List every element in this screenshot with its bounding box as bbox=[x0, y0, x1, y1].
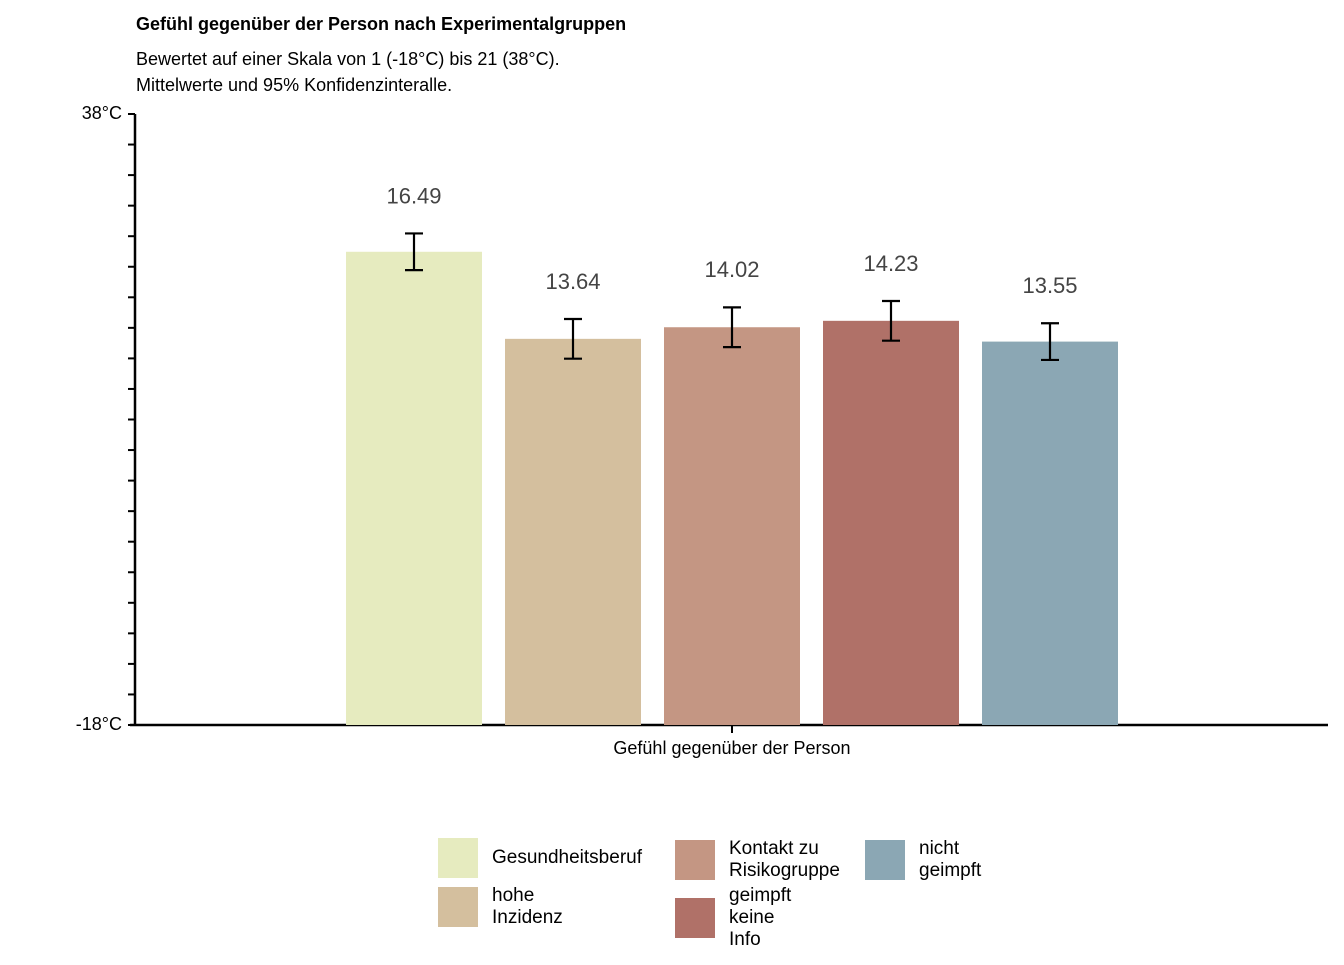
y-tick-label: 38°C bbox=[82, 103, 122, 123]
value-label: 14.23 bbox=[863, 251, 918, 276]
error-bar bbox=[1041, 322, 1059, 362]
legend-item: geimpft keine Info bbox=[675, 885, 791, 951]
chart-title: Gefühl gegenüber der Person nach Experim… bbox=[136, 14, 626, 34]
legend-swatch bbox=[675, 840, 715, 880]
chart-subtitle: Mittelwerte und 95% Konfidenzinteralle. bbox=[136, 75, 452, 95]
bar bbox=[505, 338, 641, 725]
legend-label: nicht geimpft bbox=[919, 838, 982, 881]
error-bar bbox=[882, 299, 900, 342]
x-tick-label: Gefühl gegenüber der Person bbox=[613, 738, 850, 758]
legend-swatch bbox=[438, 838, 478, 878]
legend-label: geimpft keine Info bbox=[729, 885, 792, 950]
error-bar bbox=[723, 306, 741, 349]
value-label: 13.64 bbox=[545, 269, 600, 294]
error-bar bbox=[405, 232, 423, 272]
legend-swatch bbox=[865, 840, 905, 880]
legend-item: Kontakt zu Risikogruppe bbox=[675, 838, 840, 882]
legend-label: Kontakt zu Risikogruppe bbox=[729, 838, 840, 881]
y-tick-label: -18°C bbox=[76, 714, 122, 734]
chart-subtitle: Bewertet auf einer Skala von 1 (-18°C) b… bbox=[136, 49, 560, 69]
bar bbox=[664, 327, 800, 725]
legend-label: hohe Inzidenz bbox=[492, 885, 563, 928]
legend-item: Gesundheitsberuf bbox=[438, 838, 642, 878]
legend-swatch bbox=[438, 887, 478, 927]
legend-item: hohe Inzidenz bbox=[438, 885, 563, 929]
legend-swatch bbox=[675, 898, 715, 938]
value-label: 16.49 bbox=[386, 183, 441, 208]
bar bbox=[823, 320, 959, 725]
legend-item: nicht geimpft bbox=[865, 838, 981, 882]
value-label: 14.02 bbox=[704, 257, 759, 282]
bar bbox=[346, 251, 482, 725]
bar bbox=[982, 341, 1118, 725]
legend-label: Gesundheitsberuf bbox=[492, 847, 642, 868]
error-bar bbox=[564, 317, 582, 360]
value-label: 13.55 bbox=[1022, 273, 1077, 298]
